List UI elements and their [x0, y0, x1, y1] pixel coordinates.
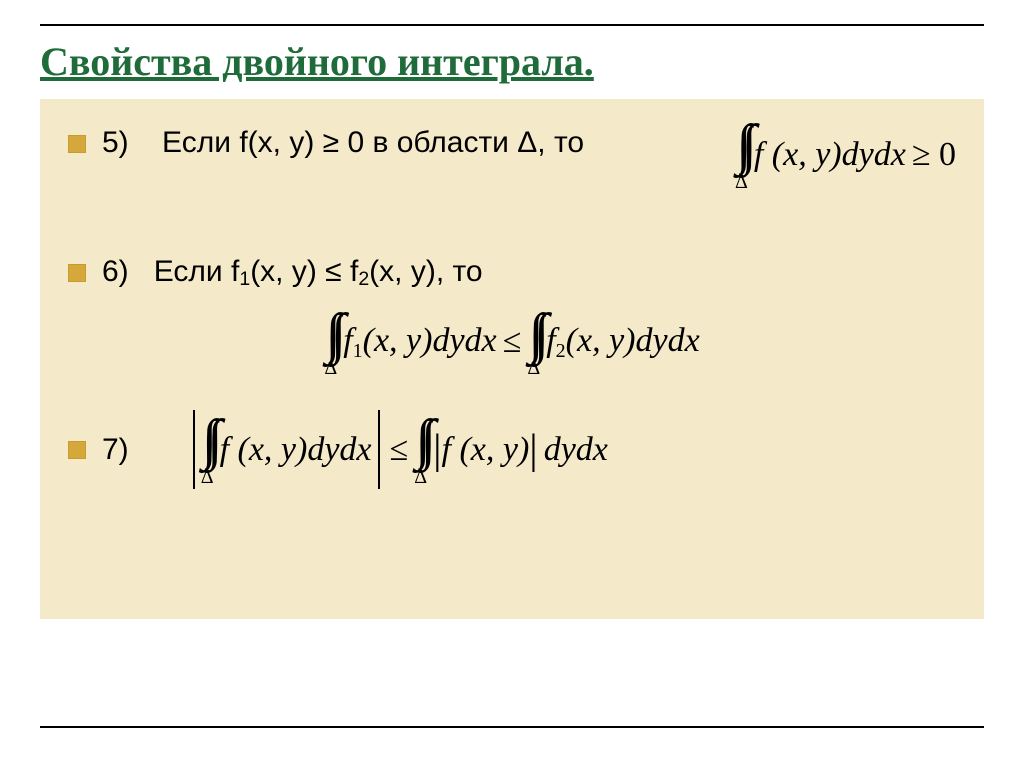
item-6-formula: ∫∫ Δ f1(x, y)dydx ≤ ∫∫ Δ f2(x, y)dydx	[324, 306, 699, 378]
bullet-icon	[68, 264, 86, 282]
item-6-content: 6) Если f1(x, y) ≤ f2(x, y), то	[102, 252, 956, 293]
top-rule	[40, 24, 984, 26]
item-6-text-c: (x, y), то	[369, 255, 482, 288]
double-integral-icon: ∫∫ Δ	[527, 306, 540, 378]
abs-bar-icon	[193, 410, 195, 489]
item-5-content: 5) Если f(x, y) ≥ 0 в области Δ, то ∫∫ Δ…	[102, 123, 956, 192]
slide-body: 5) Если f(x, y) ≥ 0 в области Δ, то ∫∫ Δ…	[40, 99, 984, 619]
item-7-num: 7)	[102, 430, 129, 471]
item-6-text-b: (x, y) ≤ f	[250, 255, 358, 288]
slide-container: Свойства двойного интеграла. 5) Если f(x…	[0, 0, 1024, 768]
item-7-formula: ∫∫ Δ f (x, y)dydx ≤ ∫∫ Δ |	[189, 410, 608, 489]
formula-tail: ≥ 0	[912, 132, 956, 178]
abs-bar-icon: |	[433, 429, 441, 471]
list-item: 7) ∫∫ Δ f (x, y)dydx ≤	[68, 410, 956, 489]
bullet-icon	[68, 441, 86, 459]
double-integral-icon: ∫∫ Δ	[735, 117, 748, 192]
double-integral-icon: ∫∫ Δ	[201, 412, 214, 487]
list-item: 5) Если f(x, y) ≥ 0 в области Δ, то ∫∫ Δ…	[68, 123, 956, 192]
double-integral-icon: ∫∫ Δ	[324, 306, 337, 378]
list-item: 6) Если f1(x, y) ≤ f2(x, y), то	[68, 252, 956, 293]
item-6-text-a: Если f	[154, 255, 240, 288]
double-integral-icon: ∫∫ Δ	[414, 412, 427, 487]
item-5-text: Если f(x, y) ≥ 0 в области Δ, то	[162, 126, 584, 159]
item-6-formula-row: ∫∫ Δ f1(x, y)dydx ≤ ∫∫ Δ f2(x, y)dydx	[68, 306, 956, 378]
item-6-num: 6)	[102, 255, 129, 288]
abs-bar-icon	[378, 410, 380, 489]
bottom-rule	[40, 726, 984, 728]
item-6-sub2: 2	[358, 268, 369, 290]
abs-left: ∫∫ Δ f (x, y)dydx	[189, 410, 384, 489]
item-7-content: 7) ∫∫ Δ f (x, y)dydx ≤	[102, 410, 956, 489]
item-5-formula: ∫∫ Δ f (x, y)dydx ≥ 0	[735, 117, 956, 192]
item-5-num: 5)	[102, 126, 129, 159]
formula-expr: f (x, y)dydx	[754, 132, 906, 178]
item-6-sub1: 1	[239, 268, 250, 290]
abs-bar-icon: |	[529, 429, 537, 471]
slide-title: Свойства двойного интеграла.	[40, 38, 984, 85]
bullet-icon	[68, 135, 86, 153]
